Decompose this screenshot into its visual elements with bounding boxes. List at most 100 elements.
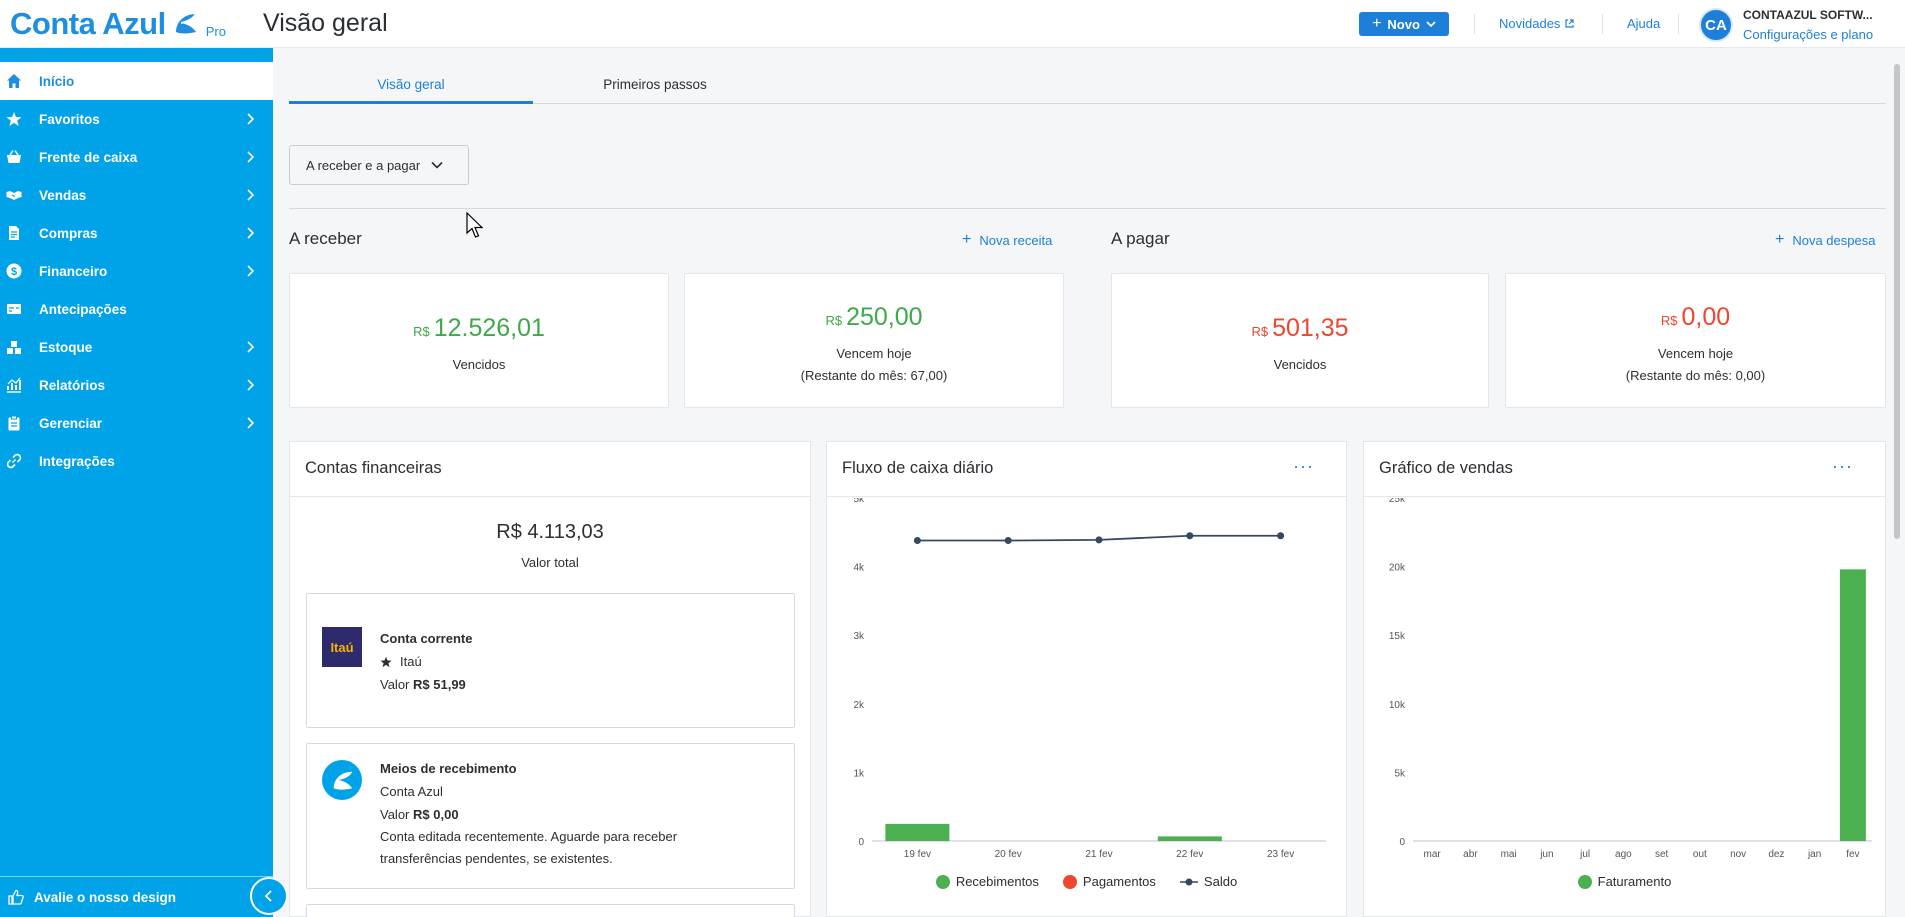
value-amount: R$ 51,99 — [413, 677, 466, 692]
x-tick-label: out — [1693, 849, 1707, 860]
top-bar: Conta Azul Pro Visão geral + Novo Novida… — [0, 0, 1905, 48]
page-scrollbar[interactable] — [1894, 64, 1900, 539]
sidebar-item-integracoes[interactable]: Integrações — [0, 442, 273, 480]
y-tick-label: 15k — [1389, 631, 1406, 642]
point-saldo — [1095, 536, 1103, 544]
legend-dot — [935, 874, 950, 889]
payable-overdue-card[interactable]: R$ 501,35 Vencidos — [1111, 273, 1489, 408]
receivable-overdue-card[interactable]: R$ 12.526,01 Vencidos — [289, 273, 669, 408]
rate-design-label: Avalie o nosso design — [34, 889, 177, 905]
account-card-conta-corrente[interactable]: Itaú Conta corrente Itaú Valor R$ 51,99 — [306, 593, 795, 728]
sidebar-item-financeiro[interactable]: $ Financeiro — [0, 252, 273, 290]
legend-item-saldo[interactable]: Saldo — [1179, 874, 1237, 889]
new-revenue-button[interactable]: + Nova receita — [962, 232, 1052, 248]
x-tick-label: mai — [1501, 849, 1517, 860]
receivable-today-label: Vencem hoje — [836, 346, 912, 361]
accounts-total: R$ 4.113,03 — [496, 521, 604, 543]
point-saldo — [913, 537, 921, 545]
account-name: CONTAAZUL SOFTW... — [1743, 8, 1873, 22]
sidebar-item-inicio[interactable]: Início — [0, 62, 273, 100]
currency-symbol: R$ — [825, 313, 843, 328]
conta-azul-logo[interactable]: Conta Azul Pro — [10, 6, 226, 42]
payable-overdue-amount: R$ 501,35 — [1112, 314, 1488, 343]
financial-accounts-panel: Contas financeiras R$ 4.113,03 Valor tot… — [289, 441, 811, 917]
sidebar-item-label: Gerenciar — [39, 415, 103, 431]
payable-today-label: Vencem hoje — [1657, 346, 1734, 361]
x-tick-label: 22 fev — [1176, 849, 1203, 860]
account-name: Meios de recebimento — [380, 761, 517, 776]
new-expense-button[interactable]: + Nova despesa — [1775, 232, 1875, 248]
home-icon — [6, 73, 22, 89]
sidebar-item-label: Estoque — [39, 339, 93, 355]
sidebar-item-label: Frente de caixa — [39, 149, 138, 165]
amount-value: 12.526,01 — [433, 314, 545, 342]
rate-design-button[interactable]: Avalie o nosso design — [0, 876, 273, 917]
sidebar-item-compras[interactable]: Compras — [0, 214, 273, 252]
legend-item-recebimentos[interactable]: Recebimentos — [935, 874, 1039, 889]
y-tick-label: 1k — [853, 768, 865, 779]
header-separator — [1678, 14, 1679, 34]
account-card-meios-de-recebimento[interactable]: Meios de recebimento Conta Azul Valor R$… — [306, 743, 795, 889]
account-card-partial[interactable] — [306, 904, 795, 917]
legend-line-marker — [1179, 878, 1198, 885]
tab-primeiros-passos[interactable]: Primeiros passos — [603, 77, 707, 92]
panel-header: Gráfico de vendas ··· — [1364, 442, 1885, 497]
y-tick-label: 2k — [853, 700, 865, 711]
sidebar-item-label: Financeiro — [39, 263, 108, 279]
panel-header: Fluxo de caixa diário ··· — [827, 442, 1346, 497]
legend-item-pagamentos[interactable]: Pagamentos — [1062, 874, 1156, 889]
amount-value: 501,35 — [1272, 314, 1349, 342]
thumbs-up-icon — [8, 889, 24, 905]
payable-today-card[interactable]: R$ 0,00 Vencem hoje (Restante do mês: 0,0… — [1505, 273, 1886, 408]
collapse-sidebar-button[interactable] — [250, 877, 288, 915]
filter-dropdown[interactable]: A receber e a pagar — [289, 145, 469, 185]
external-link-icon — [1565, 19, 1575, 28]
legend-item-faturamento[interactable]: Faturamento — [1577, 874, 1671, 889]
svg-text:$: $ — [11, 266, 17, 278]
plus-icon: + — [962, 231, 972, 248]
avatar[interactable]: CA — [1699, 8, 1733, 42]
y-tick-label: 4k — [853, 563, 865, 574]
legend-dot — [1062, 874, 1077, 889]
new-expense-label: Nova despesa — [1792, 232, 1876, 248]
sidebar-item-antecipacoes[interactable]: Antecipações — [0, 290, 273, 328]
chevron-right-icon — [247, 227, 255, 239]
header-separator — [1474, 14, 1475, 34]
sidebar-item-vendas[interactable]: Vendas — [0, 176, 273, 214]
sidebar-item-frente-de-caixa[interactable]: Frente de caixa — [0, 138, 273, 176]
payable-today-amount: R$ 0,00 — [1506, 303, 1885, 332]
account-bank: Conta Azul — [380, 784, 443, 799]
help-link[interactable]: Ajuda — [1627, 16, 1661, 31]
account-name: Conta corrente — [380, 631, 473, 646]
account-settings-link[interactable]: Configurações e plano — [1743, 27, 1874, 42]
star-icon — [6, 111, 22, 127]
more-options-icon[interactable]: ··· — [1293, 456, 1314, 476]
point-saldo — [1277, 532, 1285, 540]
sidebar-item-favoritos[interactable]: Favoritos — [0, 100, 273, 138]
chevron-right-icon — [247, 265, 255, 277]
receivable-overdue-label: Vencidos — [452, 357, 506, 372]
payable-title: A pagar — [1111, 229, 1170, 248]
news-link-label: Novidades — [1499, 16, 1561, 31]
sidebar-item-gerenciar[interactable]: Gerenciar — [0, 404, 273, 442]
legend-label: Recebimentos — [955, 874, 1039, 889]
header-separator — [1602, 14, 1603, 34]
tab-visao-geral[interactable]: Visão geral — [289, 70, 533, 104]
x-tick-label: set — [1655, 849, 1669, 860]
tab-bar: Visão geral Primeiros passos — [289, 70, 1886, 104]
star-icon — [380, 656, 392, 667]
more-options-icon[interactable]: ··· — [1832, 456, 1853, 476]
payable-today-remaining: (Restante do mês: 0,00) — [1625, 368, 1766, 383]
page-title: Visão geral — [263, 9, 388, 37]
receivable-today-card[interactable]: R$ 250,00 Vencem hoje (Restante do mês: 6… — [684, 273, 1064, 408]
sales-chart-panel: Gráfico de vendas ··· 0 5k 10k 15k 20k 25k mar… — [1363, 441, 1886, 917]
sidebar-item-relatorios[interactable]: Relatórios — [0, 366, 273, 404]
logo-text: Conta Azul — [10, 6, 166, 41]
new-button[interactable]: + Novo — [1359, 12, 1449, 36]
news-link[interactable]: Novidades — [1499, 16, 1575, 31]
new-button-label: Novo — [1387, 16, 1420, 32]
y-tick-label: 10k — [1389, 700, 1406, 711]
filter-dropdown-label: A receber e a pagar — [306, 157, 421, 173]
sidebar-item-estoque[interactable]: Estoque — [0, 328, 273, 366]
chevron-right-icon — [247, 417, 255, 429]
